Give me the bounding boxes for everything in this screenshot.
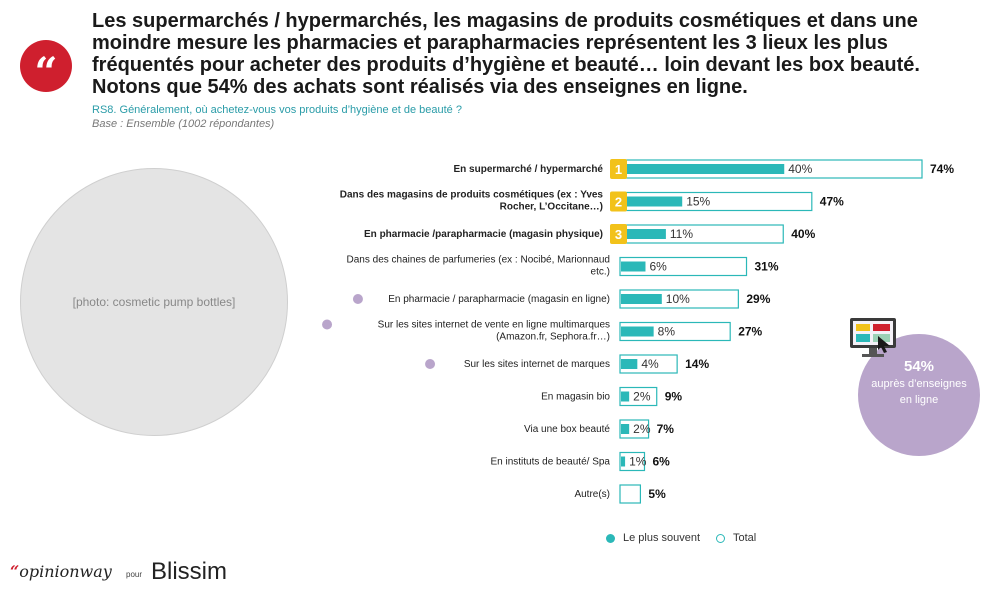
total-label: 9% — [665, 390, 683, 404]
most-often-label: 6% — [649, 260, 667, 274]
most-often-label: 15% — [686, 195, 710, 209]
total-bar — [619, 451, 646, 472]
legend-outline-dot-icon — [716, 533, 725, 543]
most-often-label: 40% — [788, 162, 812, 176]
survey-question: RS8. Généralement, où achetez-vous vos p… — [92, 104, 462, 116]
category-label: Via une box beauté — [524, 424, 610, 435]
product-photo: [photo: cosmetic pump bottles] — [20, 168, 288, 436]
total-label: 29% — [746, 292, 770, 306]
legend-item-total: Total — [716, 532, 756, 544]
most-often-label: 4% — [641, 357, 659, 371]
total-bar — [619, 386, 658, 407]
category-label: Dans des magasins de produits cosmétique… — [340, 190, 604, 201]
total-bar — [619, 256, 748, 277]
most-often-label: 1% — [629, 455, 647, 469]
blissim-logo: Blissim — [151, 558, 227, 585]
rank-badge-number: 2 — [615, 195, 622, 210]
most-often-bar — [621, 424, 630, 434]
opinionway-logo: “opinionway — [10, 562, 112, 581]
total-label: 47% — [820, 195, 844, 209]
category-label: En supermarché / hypermarché — [453, 164, 603, 175]
total-label: 31% — [755, 260, 779, 274]
category-label: Sur les sites internet de vente en ligne… — [378, 320, 610, 331]
category-label: Dans des chaines de parfumeries (ex : No… — [347, 255, 610, 266]
category-label: En pharmacie /parapharmacie (magasin phy… — [364, 229, 603, 240]
online-share-label-1: auprès d’enseignes — [871, 378, 967, 390]
most-often-label: 2% — [633, 422, 651, 436]
total-label: 27% — [738, 325, 762, 339]
rank-badge — [610, 224, 627, 244]
category-label: En magasin bio — [541, 392, 610, 403]
total-label: 6% — [652, 455, 670, 469]
category-label: (Amazon.fr, Sephora.fr…) — [496, 332, 610, 343]
survey-base: Base : Ensemble (1002 répondantes) — [92, 118, 275, 130]
headline: Les supermarchés / hypermarchés, les mag… — [92, 10, 920, 98]
total-label: 74% — [930, 162, 954, 176]
total-bar — [619, 484, 642, 504]
total-label: 40% — [791, 227, 815, 241]
most-often-bar — [621, 359, 638, 369]
most-often-bar — [621, 326, 654, 337]
most-often-bar — [621, 196, 683, 207]
legend-filled-dot-icon — [606, 533, 615, 543]
category-label: Sur les sites internet de marques — [464, 359, 610, 370]
rank-badge — [610, 191, 627, 212]
total-label: 7% — [657, 422, 675, 436]
most-often-bar — [621, 261, 646, 272]
online-share-callout: 54% auprès d’enseignes en ligne — [858, 334, 980, 456]
most-often-label: 2% — [633, 390, 651, 404]
most-often-bar — [621, 294, 662, 304]
total-label: 14% — [685, 357, 709, 371]
category-label: Autre(s) — [574, 489, 610, 500]
category-label: En instituts de beauté/ Spa — [490, 457, 610, 468]
pour-label: pour — [126, 570, 143, 579]
most-often-bar — [621, 164, 785, 174]
category-label: En pharmacie / parapharmacie (magasin en… — [388, 294, 610, 305]
online-marker-icon — [322, 319, 333, 330]
most-often-bar — [621, 229, 666, 239]
most-often-label: 10% — [666, 292, 690, 306]
most-often-label: 8% — [658, 325, 676, 339]
category-label: etc.) — [591, 267, 610, 278]
online-share-label-2: en ligne — [899, 394, 939, 406]
most-often-bar — [621, 391, 630, 402]
most-often-label: 11% — [670, 227, 693, 241]
rank-badge — [610, 159, 627, 179]
legend-item-most-often: Le plus souvent — [606, 532, 700, 544]
most-often-bar — [621, 456, 626, 467]
online-marker-icon — [352, 294, 363, 304]
rank-badge-number: 1 — [615, 162, 622, 177]
online-share-value: 54% — [903, 358, 935, 375]
rank-badge-number: 3 — [615, 227, 622, 242]
category-label: Rocher, L’Occitane…) — [500, 202, 603, 213]
online-marker-icon — [425, 359, 436, 369]
computer-monitor-icon — [850, 318, 896, 357]
quote-icon: “ — [20, 40, 72, 93]
total-label: 5% — [648, 487, 666, 501]
